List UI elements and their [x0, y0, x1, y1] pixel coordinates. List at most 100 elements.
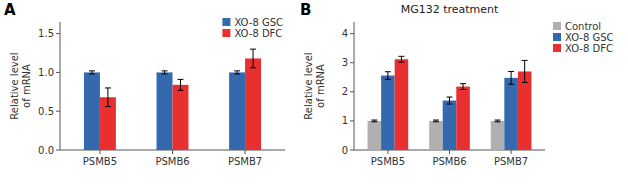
y-tick — [56, 33, 60, 34]
legend-swatch — [553, 33, 561, 41]
error-bar — [250, 49, 256, 68]
error-bar-cap — [433, 120, 439, 121]
bar — [245, 58, 261, 150]
error-bar-cap — [447, 104, 453, 105]
y-tick-label: 1.0 — [38, 67, 54, 78]
error-bar-cap — [398, 62, 404, 63]
error-bar-cap — [495, 121, 501, 122]
y-tick — [350, 33, 354, 34]
y-tick-label: 3 — [342, 57, 348, 68]
x-tick-label: PSMB5 — [83, 156, 117, 167]
bar — [381, 76, 395, 150]
error-bar — [89, 71, 95, 74]
y-axis — [60, 22, 61, 150]
plot-area — [84, 49, 261, 150]
y-axis-label: Relative levelof mRNA — [9, 52, 32, 119]
bar — [157, 72, 173, 150]
error-bar-cap — [447, 97, 453, 98]
legend-item: XO-8 GSC — [553, 32, 614, 43]
bar — [395, 59, 409, 150]
y-tick-label: 0 — [342, 145, 348, 156]
error-bar — [495, 120, 501, 122]
error-bar-stem — [449, 97, 450, 104]
title: MG132 treatment — [401, 3, 499, 16]
error-bar — [105, 88, 111, 107]
error-bar-stem — [401, 56, 402, 62]
bar — [173, 85, 189, 150]
chart: 0.00.51.01.5Relative levelof mRNAPSMB5PS… — [0, 0, 628, 185]
legend-swatch — [222, 29, 230, 37]
error-bar — [460, 84, 466, 90]
x-tick — [511, 150, 512, 154]
bar — [456, 87, 470, 150]
error-bar-stem — [463, 84, 464, 90]
error-bar-stem — [524, 60, 525, 82]
y-tick — [56, 111, 60, 112]
y-tick-label: 4 — [342, 28, 348, 39]
y-tick-label: 0.0 — [38, 145, 54, 156]
legend: XO-8 GSCXO-8 DFC — [222, 17, 283, 39]
y-axis-label-line: Relative level — [9, 52, 20, 119]
x-tick-label: PSMB6 — [155, 156, 189, 167]
error-bar-cap — [162, 70, 168, 71]
error-bar-cap — [508, 71, 514, 72]
legend-label: XO-8 DFC — [565, 43, 613, 54]
error-bar-cap — [495, 120, 501, 121]
error-bar-cap — [522, 60, 528, 61]
error-bar-cap — [250, 67, 256, 68]
error-bar-stem — [253, 49, 254, 68]
legend: ControlXO-8 GSCXO-8 DFC — [553, 21, 614, 54]
bar — [491, 121, 505, 150]
error-bar-cap — [105, 106, 111, 107]
error-bar — [177, 79, 183, 90]
x-tick-label: PSMB5 — [371, 156, 405, 167]
error-bar-cap — [250, 49, 256, 50]
error-bar — [447, 97, 453, 104]
error-bar-cap — [162, 73, 168, 74]
error-bar-cap — [398, 56, 404, 57]
error-bar-stem — [180, 79, 181, 90]
y-axis-label-line: Relative level — [303, 52, 314, 119]
error-bar-cap — [460, 89, 466, 90]
x-tick — [245, 150, 246, 154]
legend-label: XO-8 DFC — [234, 28, 282, 39]
x-tick — [449, 150, 450, 154]
y-axis-label: Relative levelof mRNA — [303, 52, 326, 119]
legend-swatch — [553, 44, 561, 52]
error-bar-cap — [433, 121, 439, 122]
error-bar-cap — [522, 82, 528, 83]
panel: 0.00.51.01.5Relative levelof mRNAPSMB5PS… — [4, 1, 285, 167]
legend-item: XO-8 DFC — [553, 43, 613, 54]
error-bar-cap — [89, 70, 95, 71]
panel: 0 1 2 3 4 Relative levelof mRNA PSMB5 PSMB6 PSMB… — [300, 1, 614, 167]
legend-item: XO-8 GSC — [222, 17, 283, 28]
error-bar — [234, 71, 240, 74]
y-tick-label: 1 — [342, 115, 348, 126]
y-tick — [350, 120, 354, 121]
bar — [443, 101, 457, 150]
y-tick — [350, 91, 354, 92]
error-bar — [162, 71, 168, 74]
bar — [84, 72, 100, 150]
x-tick-label: PSMB6 — [432, 156, 466, 167]
error-bar-cap — [371, 121, 377, 122]
panel-label: A — [4, 1, 16, 19]
error-bar — [398, 56, 404, 62]
error-bar-cap — [234, 73, 240, 74]
error-bar-cap — [508, 84, 514, 85]
error-bar-cap — [177, 90, 183, 91]
legend-item: Control — [553, 21, 601, 32]
bar — [518, 71, 532, 150]
legend-swatch — [222, 18, 230, 26]
bar — [504, 78, 518, 150]
error-bar — [385, 72, 391, 80]
error-bar-cap — [385, 79, 391, 80]
error-bar-cap — [371, 120, 377, 121]
y-tick-label: 2 — [342, 86, 348, 97]
error-bar — [522, 60, 528, 82]
x-tick-label: PSMB7 — [494, 156, 528, 167]
bar — [429, 121, 443, 150]
y-tick-label: 1.5 — [38, 28, 54, 39]
y-axis-label-line: of mRNA — [315, 64, 326, 108]
bar — [368, 121, 382, 150]
